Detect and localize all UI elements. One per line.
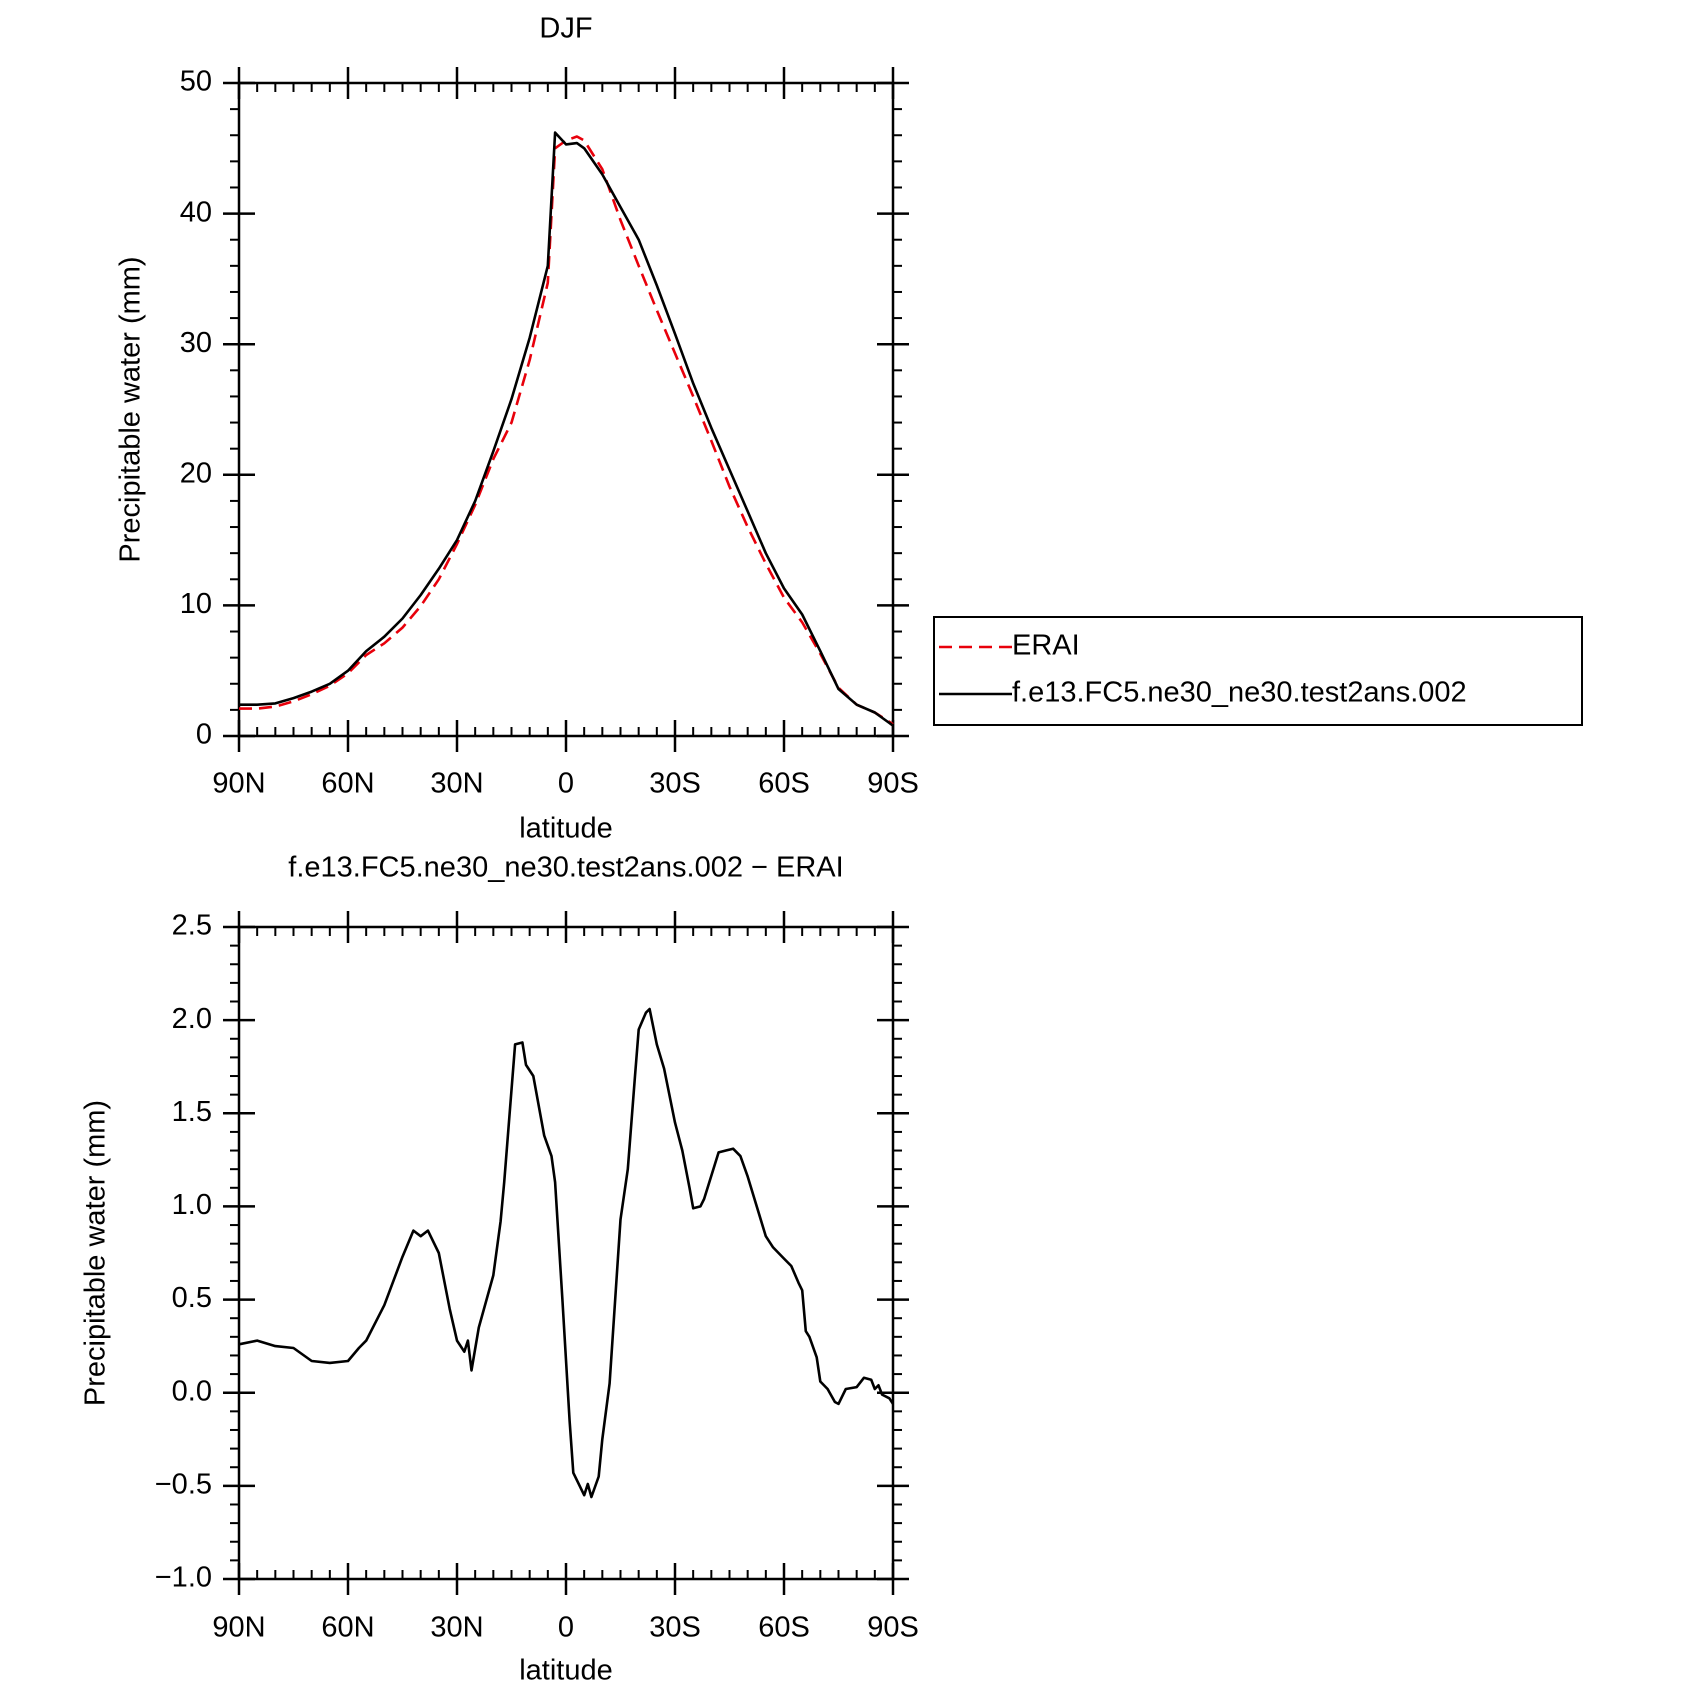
legend-box xyxy=(933,616,1583,726)
y-tick-label: 1.5 xyxy=(172,1096,212,1128)
x-tick-label: 90S xyxy=(867,1612,919,1644)
y-tick-label: 2.5 xyxy=(172,910,212,942)
legend-label: ERAI xyxy=(1012,630,1080,662)
x-tick-label: 0 xyxy=(558,768,574,800)
chart-title: DJF xyxy=(539,13,592,45)
x-tick-label: 0 xyxy=(558,1612,574,1644)
x-tick-label: 30N xyxy=(430,1612,483,1644)
y-axis-label: Precipitable water (mm) xyxy=(80,1100,112,1406)
y-tick-label: 40 xyxy=(180,196,212,228)
y-axis-label: Precipitable water (mm) xyxy=(115,256,147,562)
data-line xyxy=(239,135,894,726)
x-tick-label: 30S xyxy=(649,768,701,800)
x-tick-label: 60N xyxy=(321,768,374,800)
y-tick-label: 30 xyxy=(180,327,212,359)
x-axis-label: latitude xyxy=(519,813,613,845)
x-tick-label: 30N xyxy=(430,768,483,800)
y-tick-label: 0.5 xyxy=(172,1282,212,1314)
plot-frame xyxy=(237,925,895,1581)
x-tick-label: 90N xyxy=(212,1612,265,1644)
y-tick-label: 0.0 xyxy=(172,1375,212,1407)
y-tick-label: 0 xyxy=(196,719,212,751)
x-tick-label: 60S xyxy=(758,768,810,800)
y-tick-label: 1.0 xyxy=(172,1189,212,1221)
x-tick-label: 90S xyxy=(867,768,919,800)
y-tick-label: 10 xyxy=(180,588,212,620)
x-tick-label: 90N xyxy=(212,768,265,800)
y-tick-label: 50 xyxy=(180,66,212,98)
chart-title: f.e13.FC5.ne30_ne30.test2ans.002 − ERAI xyxy=(288,852,843,884)
data-line xyxy=(238,1007,895,1499)
x-axis-label: latitude xyxy=(519,1655,613,1687)
data-line xyxy=(239,131,894,727)
y-tick-label: −0.5 xyxy=(155,1469,212,1501)
y-tick-label: 2.0 xyxy=(172,1003,212,1035)
x-tick-label: 60N xyxy=(321,1612,374,1644)
y-tick-label: −1.0 xyxy=(155,1562,212,1594)
x-tick-label: 60S xyxy=(758,1612,810,1644)
x-tick-label: 30S xyxy=(649,1612,701,1644)
plot-frame xyxy=(237,81,895,738)
y-tick-label: 20 xyxy=(180,457,212,489)
legend-label: f.e13.FC5.ne30_ne30.test2ans.002 xyxy=(1012,677,1467,709)
